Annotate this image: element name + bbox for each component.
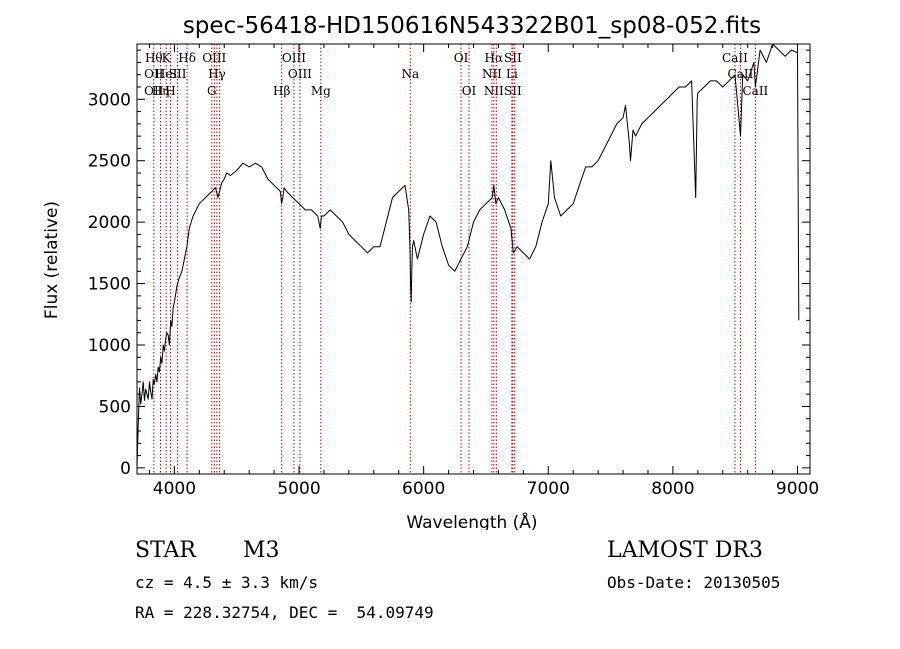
marker-label: Na (401, 67, 419, 81)
series-group (136, 43, 800, 468)
marker-label: HeI (155, 67, 178, 81)
marker-label: Mg (311, 84, 331, 98)
marker-label: K (162, 51, 172, 65)
object-subclass: M3 (243, 538, 280, 563)
y-tick-label: 2500 (88, 152, 131, 172)
marker-label: Hα (485, 51, 504, 65)
x-tick-label: 9000 (776, 479, 819, 499)
marker-label: Hθ (145, 51, 163, 65)
marker-label: H (165, 84, 175, 98)
y-tick-label: 500 (99, 397, 131, 417)
coordinates: RA = 228.32754, DEC = 54.09749 (135, 603, 434, 622)
x-tick-label: 7000 (527, 479, 570, 499)
spectrum-series-line (136, 43, 800, 468)
marker-label: NII (484, 84, 504, 98)
survey-name: LAMOST DR3 (607, 538, 763, 563)
marker-label: OIII (288, 67, 312, 81)
marker-label: CaII (728, 67, 754, 81)
marker-label: CaII (742, 84, 768, 98)
x-tick-label: 8000 (651, 479, 694, 499)
marker-label: OIII (282, 51, 306, 65)
x-tick-label: 6000 (402, 479, 445, 499)
x-tick-label: 4000 (153, 479, 196, 499)
y-tick-label: 1500 (88, 275, 131, 295)
y-tick-label: 0 (120, 459, 131, 479)
observation-date: Obs-Date: 20130505 (607, 573, 781, 592)
redshift-cz: cz = 4.5 ± 3.3 km/s (135, 573, 319, 592)
marker-label: OI (462, 84, 477, 98)
x-tick-label: 5000 (277, 479, 320, 499)
chart-title: spec-56418-HD150616N543322B01_sp08-052.f… (183, 13, 761, 39)
marker-label: OI (454, 51, 469, 65)
x-axis-label: Wavelength (Å) (406, 511, 537, 530)
marker-label: OII (144, 84, 164, 98)
marker-label: OII (144, 67, 164, 81)
marker-label: NII (482, 67, 502, 81)
marker-label: OIII (202, 51, 226, 65)
marker-label: SII (504, 84, 522, 98)
marker-label: SII (169, 67, 187, 81)
plot-frame (136, 43, 811, 475)
marker-label: Hβ (273, 84, 290, 98)
y-tick-label: 2000 (88, 213, 131, 233)
marker-label: SII (504, 51, 522, 65)
y-tick-label: 3000 (88, 90, 131, 110)
y-tick-label: 1000 (88, 336, 131, 356)
object-class: STAR (135, 538, 196, 563)
marker-label: Hη (152, 84, 170, 98)
marker-label: CaII (722, 51, 748, 65)
spectral-line-markers: HθOIIOIIHηKHeIHSIIHδGOIIIHγHβOIIIOIIIMgN… (144, 44, 769, 474)
spectrum-chart: spec-56418-HD150616N543322B01_sp08-052.f… (42, 13, 819, 530)
marker-label: Li (506, 67, 518, 81)
marker-label: Hγ (208, 67, 226, 81)
marker-label: Hδ (178, 51, 196, 65)
y-axis-label: Flux (relative) (42, 201, 62, 319)
axes-group: 4000 5000 6000 7000 8000 9000 0 500 1000 1500 2000… (88, 44, 819, 499)
marker-label: G (207, 84, 217, 98)
